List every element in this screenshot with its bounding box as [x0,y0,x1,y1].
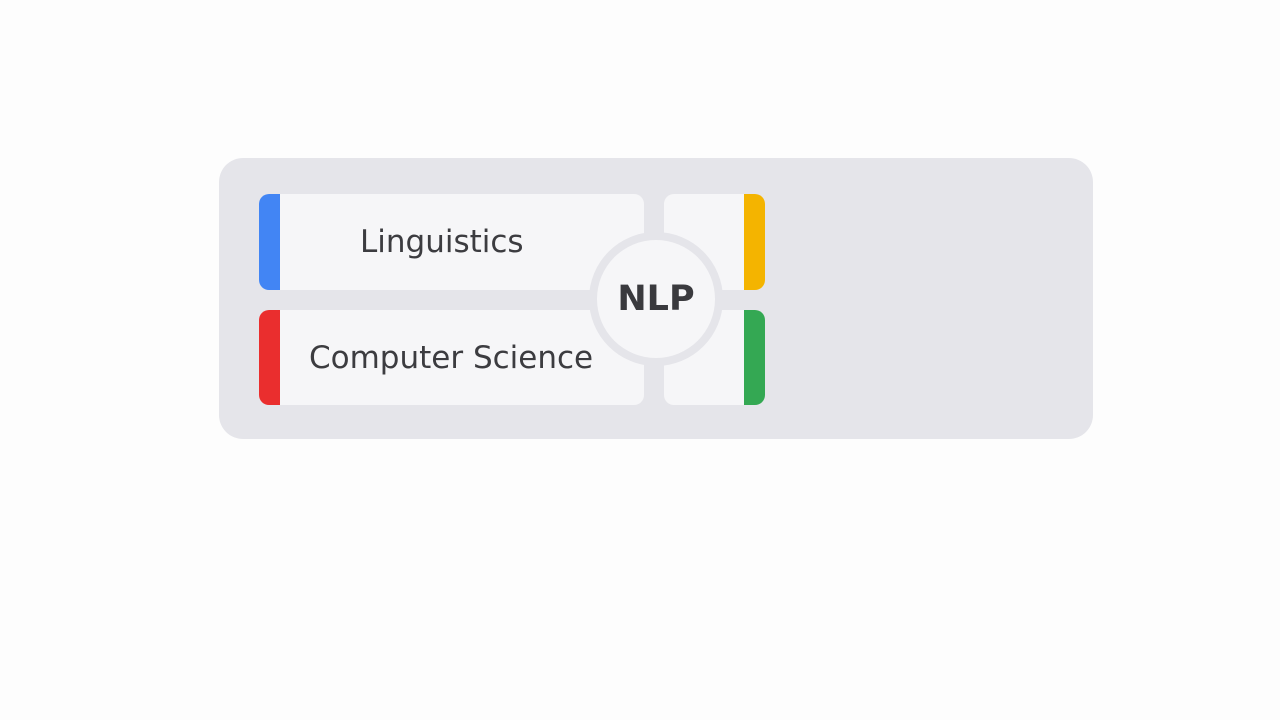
card-computer-science: Computer Science [259,310,644,405]
card-label-linguistics: Linguistics [360,224,524,260]
card-label-computer-science: Computer Science [309,339,594,376]
center-label: NLP [597,240,715,358]
center-hub: NLP [589,232,723,366]
accent-stripe-blue [259,194,280,290]
card-linguistics: Linguistics [259,194,644,290]
accent-stripe-yellow [744,194,765,290]
accent-stripe-green [744,310,765,405]
accent-stripe-red [259,310,280,405]
